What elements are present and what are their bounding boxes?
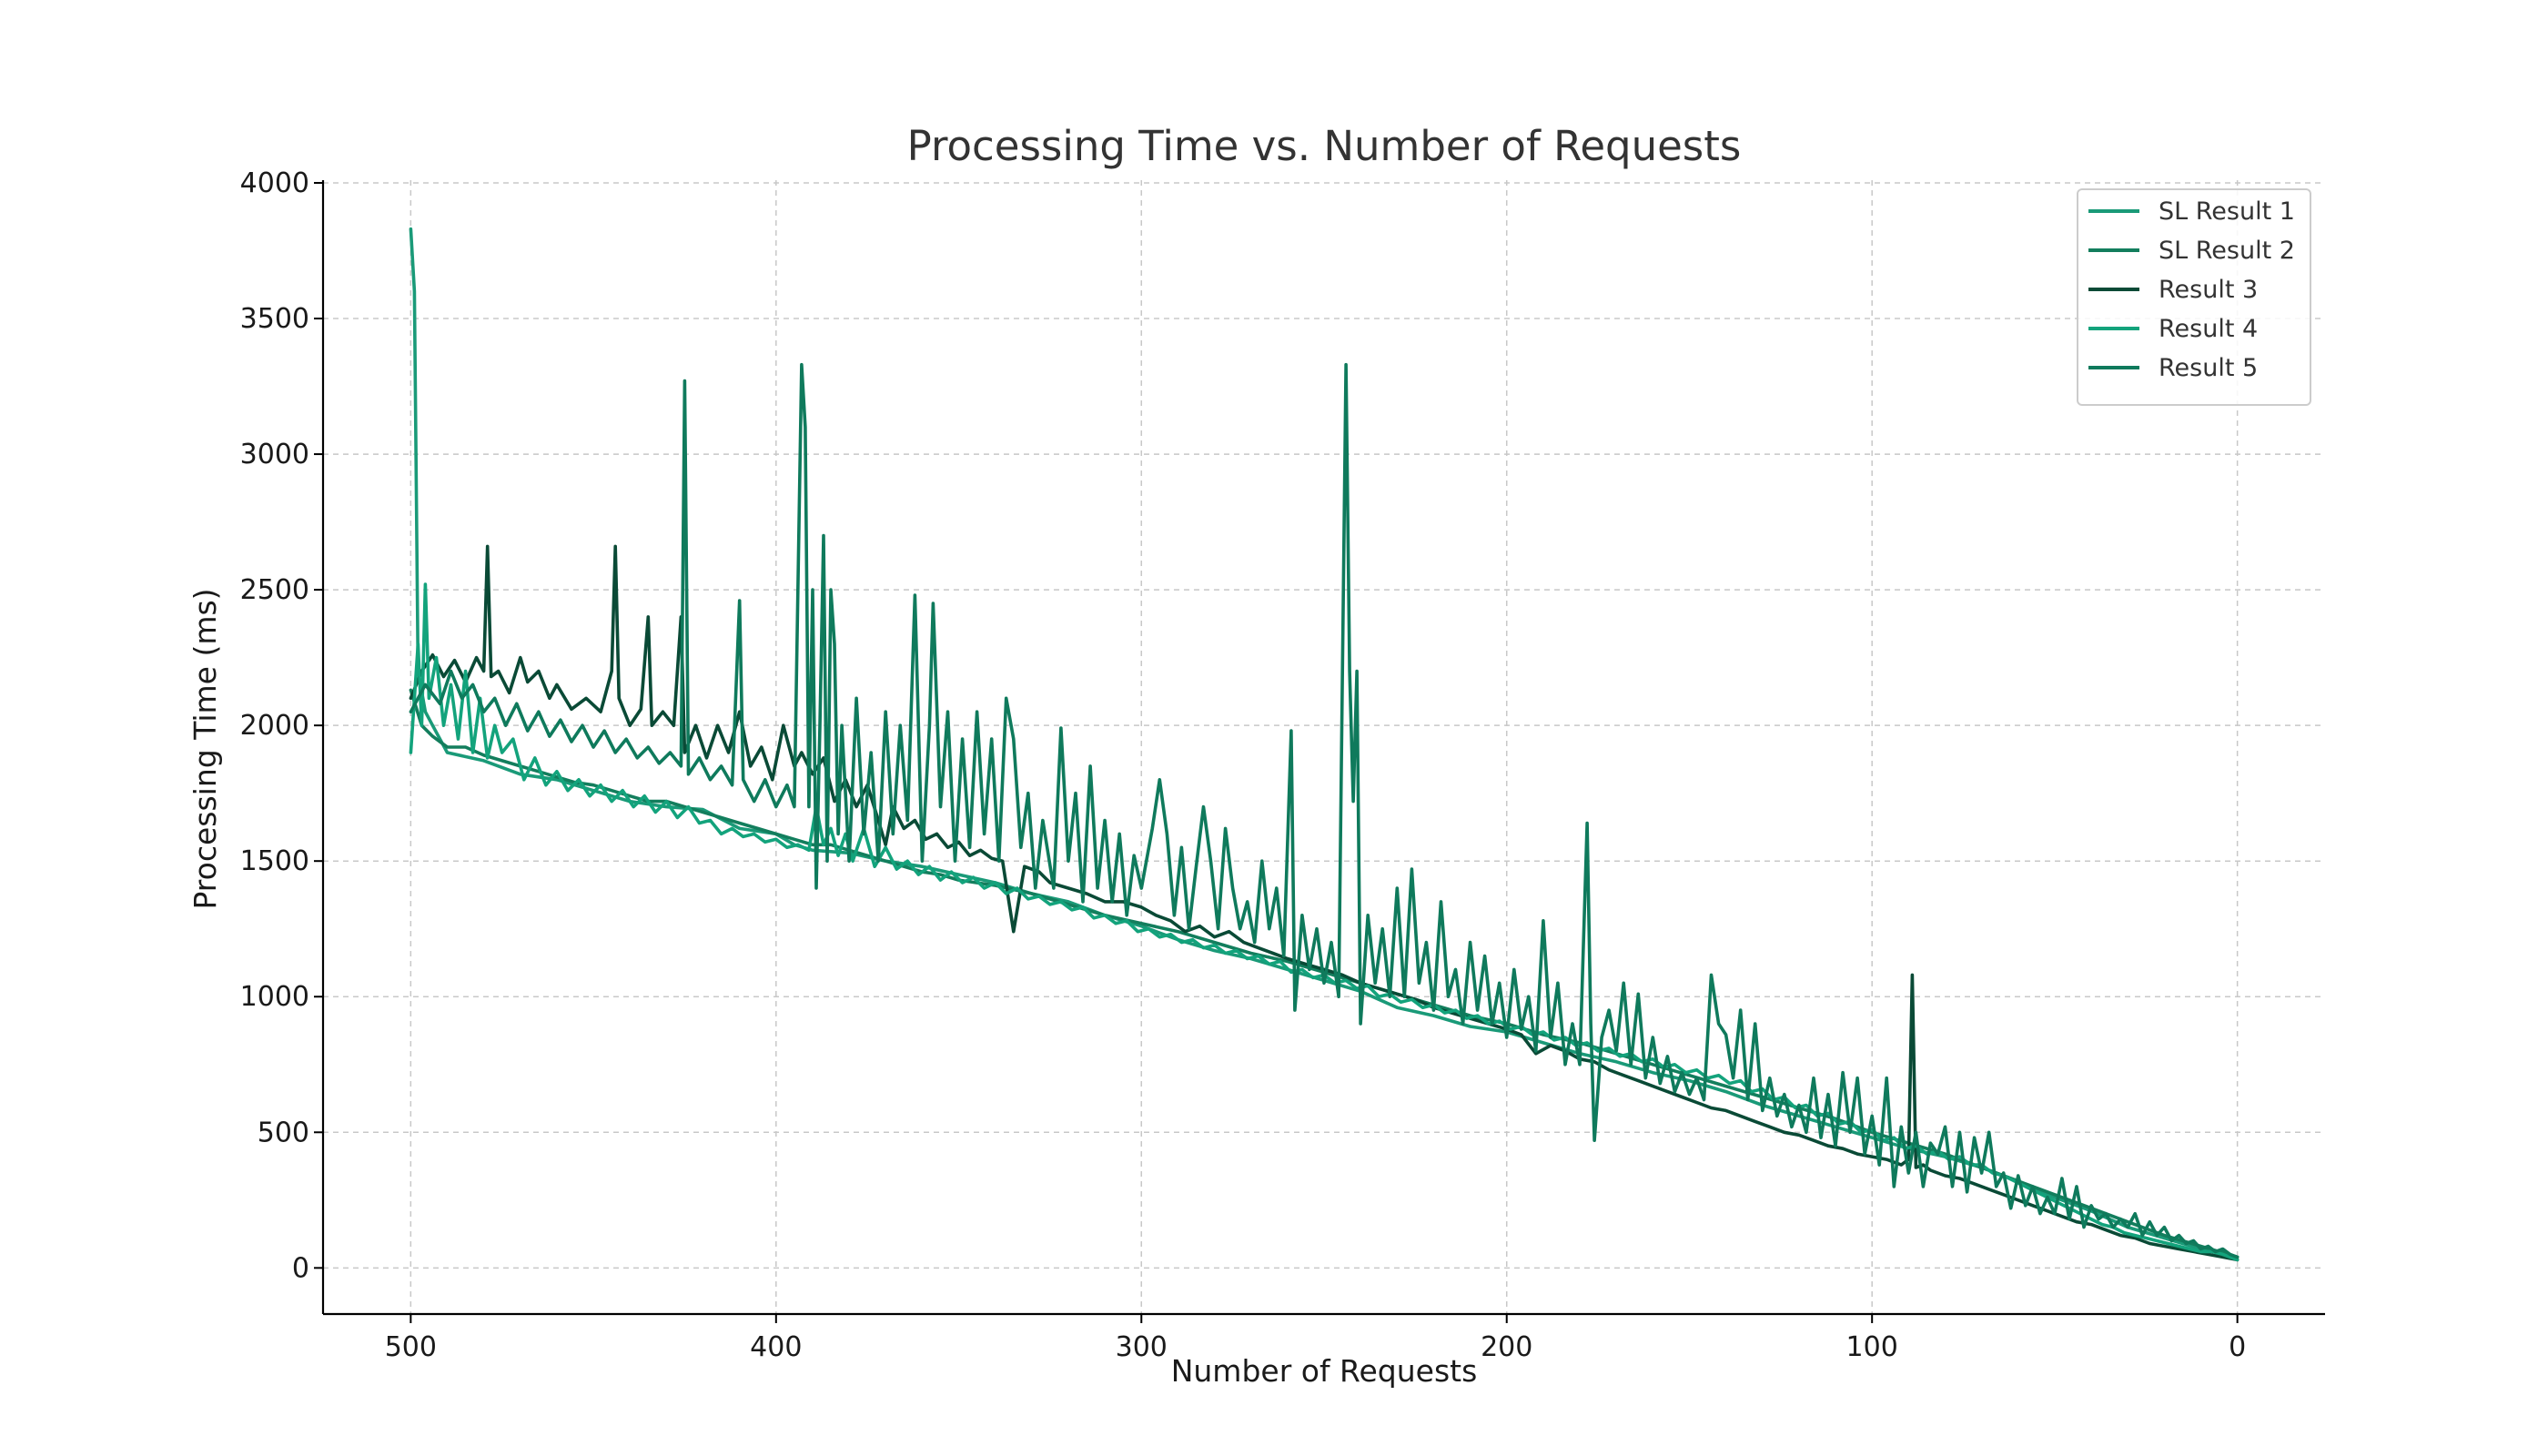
tick-labels: 500 400 300 200 100 0050010001500200025003000…: [240, 167, 2247, 1363]
legend-label: Result 5: [2159, 354, 2258, 382]
x-tick-label: 500: [385, 1331, 437, 1363]
series-line-4: [409, 582, 2240, 1262]
y-tick-label: 3500: [240, 303, 309, 335]
x-tick-label: 100: [1846, 1331, 1898, 1363]
y-tick-label: 2500: [240, 574, 309, 606]
x-tick-label: 400: [750, 1331, 802, 1363]
legend: SL Result 1 SL Result 2 Result 3 Result 4 Re…: [2077, 188, 2311, 406]
x-axis-title: Number of Requests: [1171, 1353, 1478, 1389]
y-tick-label: 3000: [240, 439, 309, 470]
axes: [321, 180, 2325, 1316]
series-line-5: [409, 362, 2240, 1259]
legend-label: Result 3: [2159, 276, 2258, 304]
x-tick-label: 0: [2229, 1331, 2246, 1363]
x-tick-label: 200: [1481, 1331, 1532, 1363]
y-tick-label: 500: [258, 1117, 309, 1148]
y-tick-label: 4000: [240, 167, 309, 199]
series-lines: [409, 227, 2240, 1262]
y-tick-label: 0: [292, 1252, 309, 1284]
legend-label: SL Result 1: [2159, 197, 2295, 226]
y-tick-label: 1000: [240, 981, 309, 1013]
chart-title: Processing Time vs. Number of Requests: [907, 122, 1742, 170]
legend-label: SL Result 2: [2159, 237, 2295, 265]
x-tick-label: 300: [1116, 1331, 1168, 1363]
y-tick-label: 1500: [240, 845, 309, 877]
y-tick-label: 2000: [240, 710, 309, 742]
series-line-3: [409, 544, 2240, 1262]
y-axis-title: Processing Time (ms): [187, 588, 223, 909]
legend-label: Result 4: [2159, 315, 2258, 343]
legend-box: [2077, 188, 2311, 406]
